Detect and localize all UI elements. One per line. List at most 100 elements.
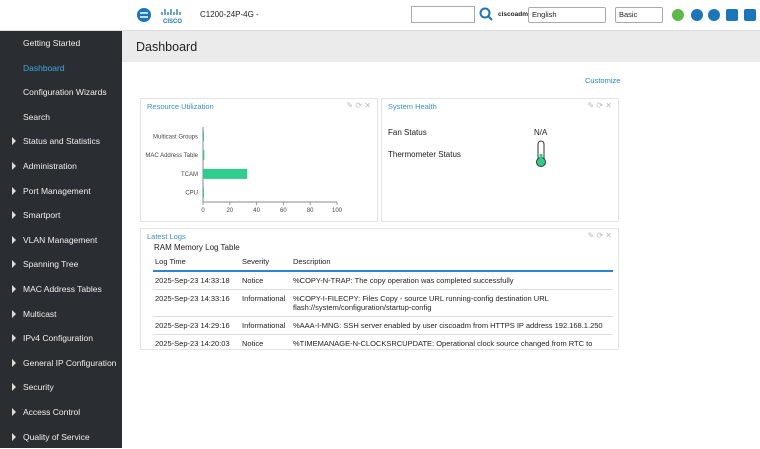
nav-arrow bbox=[12, 408, 16, 416]
y-tick-label: Multicast Groups bbox=[153, 134, 198, 140]
nav-item[interactable]: Getting Started bbox=[0, 31, 122, 55]
column-header: Description bbox=[291, 253, 613, 272]
log-cell: %AAA-I-MNG: SSH server enabled by user c… bbox=[291, 316, 613, 335]
x-tick-label: 100 bbox=[332, 208, 343, 214]
customize-link[interactable]: Customize bbox=[585, 76, 621, 85]
nav-arrow bbox=[12, 260, 16, 269]
log-cell: %COPY-N-TRAP: The copy operation was com… bbox=[291, 271, 613, 290]
language-select[interactable]: English bbox=[528, 7, 606, 23]
page-title: Dashboard bbox=[136, 40, 198, 54]
log-cell: 2025-Sep-23 14:29:16 bbox=[153, 316, 240, 335]
log-cell: %COPY-I-FILECPY: Files Copy - source URL… bbox=[291, 289, 613, 317]
widget-icons[interactable]: ✎ ⟳ ✕ bbox=[346, 101, 371, 110]
chart: 0 20 40 60 80 100 Multicast Groups MAC Address … bbox=[145, 127, 343, 214]
thermometer-icon bbox=[536, 140, 546, 167]
mode-select[interactable]: Basic bbox=[615, 7, 663, 23]
x-tick-label: 80 bbox=[307, 208, 314, 214]
search-input[interactable] bbox=[411, 6, 475, 23]
widget-title: System Health bbox=[388, 102, 437, 111]
top-bar: CISCO C1200-24P-4G - ciscoadm English Ba… bbox=[0, 0, 760, 31]
svg-text:CISCO: CISCO bbox=[163, 19, 182, 25]
nav-arrow bbox=[12, 432, 16, 441]
nav-arrow bbox=[12, 285, 16, 293]
column-header: Severity bbox=[240, 253, 291, 272]
nav-label: Spanning Tree bbox=[23, 259, 79, 270]
nav-item[interactable]: MAC Address Tables bbox=[0, 277, 122, 301]
nav-item[interactable]: Spanning Tree bbox=[0, 252, 122, 276]
user: ciscoadm bbox=[498, 11, 528, 18]
nav-arrow bbox=[12, 309, 16, 318]
log-cell: %TIMEMANAGE-N-CLOCKSRCUPDATE: Operationa… bbox=[291, 334, 613, 349]
nav-item[interactable]: Smartport bbox=[0, 203, 122, 227]
nav-item[interactable]: Status and Statistics bbox=[0, 129, 122, 153]
nav-item[interactable]: Dashboard bbox=[0, 56, 122, 80]
log-row: 2025-Sep-23 14:29:16 Informational %AAA-I-… bbox=[153, 316, 613, 335]
resource-widget: Resource Utilization ✎ ⟳ ✕ 0 20 40 60 80 100 M… bbox=[140, 98, 378, 222]
nav-arrow bbox=[12, 211, 16, 220]
column-header: Log Time bbox=[153, 253, 240, 272]
nav-item[interactable]: Search bbox=[0, 105, 122, 129]
y-tick-label: TCAM bbox=[181, 172, 198, 178]
log-row: 2025-Sep-23 14:33:16 Informational %COPY-I… bbox=[153, 289, 613, 317]
nav-item[interactable]: Security bbox=[0, 375, 122, 399]
search-icon[interactable] bbox=[479, 7, 493, 21]
nav-label: Status and Statistics bbox=[23, 136, 101, 147]
nav-label: VLAN Management bbox=[23, 234, 98, 245]
x-tick-label: 20 bbox=[226, 208, 233, 214]
log-cell: Notice bbox=[240, 334, 291, 349]
nav-label: Security bbox=[23, 382, 54, 393]
bar bbox=[203, 131, 204, 142]
nav-label: Multicast bbox=[23, 308, 57, 319]
nav-item[interactable]: Access Control bbox=[0, 400, 122, 424]
log-cell: 2025-Sep-23 14:20:03 bbox=[153, 334, 240, 349]
logs-widget: Latest Logs ✎ ⟳ ✕ RAM Memory Log Table L… bbox=[140, 228, 619, 350]
log-cell: 2025-Sep-23 14:33:18 bbox=[153, 271, 240, 290]
log-row: 2025-Sep-23 14:33:18 Notice %COPY-N-TRAP: … bbox=[153, 271, 613, 290]
nav-item[interactable]: Configuration Wizards bbox=[0, 80, 122, 104]
widget-title: Latest Logs bbox=[147, 232, 186, 241]
widget-icons[interactable]: ✎ ⟳ ✕ bbox=[587, 231, 612, 240]
nav-label: Administration bbox=[23, 161, 77, 171]
sidebar: Getting Started Dashboard Configuration Wi… bbox=[0, 31, 122, 448]
log-cell: Informational bbox=[240, 316, 291, 335]
bar bbox=[203, 150, 205, 161]
health-widget: System Health ✎ ⟳ ✕ Fan Status N/A Therm… bbox=[381, 98, 619, 222]
nav-label: MAC Address Tables bbox=[23, 284, 102, 294]
nav-label: Search bbox=[23, 111, 50, 122]
bar bbox=[203, 187, 204, 198]
nav-item[interactable]: Quality of Service bbox=[0, 425, 122, 449]
nav-arrow bbox=[12, 358, 16, 367]
logo: CISCO bbox=[137, 8, 182, 25]
log-table: Log Time Severity Description 2025-Sep-23 1… bbox=[153, 253, 613, 349]
nav-label: Configuration Wizards bbox=[23, 87, 107, 98]
nav-arrow bbox=[12, 137, 16, 146]
x-tick-label: 40 bbox=[253, 208, 260, 214]
table-header: Log Time Severity Description bbox=[153, 253, 613, 272]
nav-item[interactable]: Multicast bbox=[0, 302, 122, 326]
widget-icons[interactable]: ✎ ⟳ ✕ bbox=[587, 101, 612, 110]
widget-title: Resource Utilization bbox=[147, 102, 214, 111]
header-icons[interactable] bbox=[671, 8, 759, 22]
nav-arrow bbox=[12, 162, 16, 170]
bar bbox=[203, 168, 248, 179]
nav-label: Access Control bbox=[23, 407, 81, 417]
nav-label: Getting Started bbox=[23, 38, 81, 48]
nav-label: Quality of Service bbox=[23, 431, 90, 442]
thermo-label: Thermometer Status bbox=[388, 150, 461, 159]
nav-item[interactable]: VLAN Management bbox=[0, 228, 122, 252]
x-tick-label: 0 bbox=[201, 208, 205, 214]
nav-label: IPv4 Configuration bbox=[23, 333, 93, 344]
page-header: Dashboard bbox=[122, 31, 760, 62]
nav-item[interactable]: General IP Configuration bbox=[0, 351, 122, 375]
nav-label: Dashboard bbox=[23, 62, 65, 73]
x-tick-label: 60 bbox=[280, 208, 287, 214]
nav-item[interactable]: IPv4 Configuration bbox=[0, 326, 122, 350]
nav-item[interactable]: Administration bbox=[0, 154, 122, 178]
nav-arrow bbox=[12, 383, 16, 392]
fan-value: N/A bbox=[534, 128, 548, 137]
nav-label: Smartport bbox=[23, 210, 61, 221]
nav-arrow bbox=[12, 334, 16, 343]
nav-item[interactable]: Port Management bbox=[0, 179, 122, 203]
model: C1200-24P-4G - bbox=[200, 10, 259, 19]
log-cell: Notice bbox=[240, 271, 291, 290]
